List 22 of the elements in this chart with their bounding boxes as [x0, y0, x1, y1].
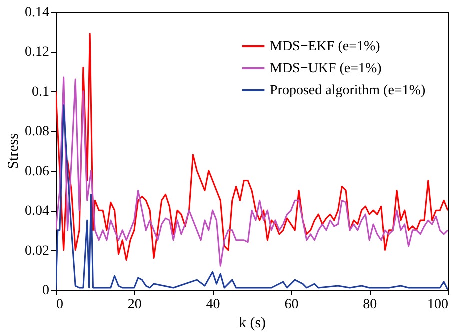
y-tick-label: 0.06 — [25, 164, 50, 180]
legend-label: MDS−EKF (e=1%) — [270, 40, 381, 54]
x-tick-label: 100 — [428, 298, 448, 312]
y-tick-label: 0.12 — [25, 45, 50, 60]
y-axis-title: Stress — [6, 133, 22, 170]
x-tick-label: 0 — [56, 298, 64, 312]
y-tick-label: 0.02 — [25, 244, 50, 259]
y-tick-label: 0.1 — [32, 84, 50, 100]
legend-label: MDS−UKF (e=1%) — [270, 62, 382, 76]
y-tick-label: 0.08 — [25, 124, 50, 140]
legend-label: Proposed algorithm (e=1%) — [270, 84, 426, 98]
line-series — [56, 33, 448, 261]
y-tick-label: 0.14 — [25, 6, 50, 20]
x-tick-label: 40 — [206, 298, 220, 312]
x-tick-label: 20 — [128, 298, 142, 312]
line-series — [56, 104, 448, 290]
x-axis-title: k (s) — [238, 316, 266, 332]
y-tick-label: 0.04 — [25, 204, 50, 220]
y-tick-label: 0 — [42, 284, 50, 298]
x-tick-label: 60 — [284, 298, 299, 312]
line-series — [56, 76, 448, 267]
x-tick-label: 80 — [363, 298, 378, 312]
